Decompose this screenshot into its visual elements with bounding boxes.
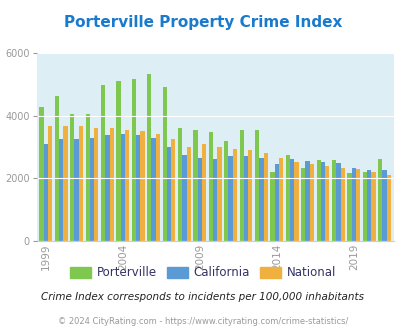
Bar [105, 135, 109, 241]
Bar [362, 172, 366, 241]
Bar [90, 138, 94, 241]
Bar [48, 126, 52, 241]
Bar [177, 128, 182, 241]
Bar [166, 147, 171, 241]
Bar [109, 128, 113, 241]
Bar [289, 159, 294, 241]
Bar [213, 159, 217, 241]
Bar [305, 161, 309, 241]
Bar [224, 141, 228, 241]
Bar [140, 131, 144, 241]
Bar [320, 162, 324, 241]
Bar [247, 150, 252, 241]
Bar [366, 170, 371, 241]
Bar [182, 155, 186, 241]
Bar [74, 139, 79, 241]
Bar [258, 158, 263, 241]
Bar [278, 158, 283, 241]
Bar [136, 135, 140, 241]
Bar [147, 74, 151, 241]
Bar [116, 81, 120, 241]
Bar [59, 139, 63, 241]
Bar [85, 114, 90, 241]
Bar [197, 158, 201, 241]
Bar [156, 134, 160, 241]
Bar [232, 149, 237, 241]
Text: © 2024 CityRating.com - https://www.cityrating.com/crime-statistics/: © 2024 CityRating.com - https://www.city… [58, 317, 347, 326]
Bar [162, 87, 166, 241]
Text: Porterville Property Crime Index: Porterville Property Crime Index [64, 15, 341, 30]
Bar [254, 130, 258, 241]
Bar [340, 168, 344, 241]
Bar [382, 170, 386, 241]
Text: Crime Index corresponds to incidents per 100,000 inhabitants: Crime Index corresponds to incidents per… [41, 292, 364, 302]
Bar [270, 172, 274, 241]
Bar [243, 156, 247, 241]
Bar [294, 162, 298, 241]
Bar [316, 160, 320, 241]
Bar [228, 156, 232, 241]
Bar [79, 126, 83, 241]
Bar [239, 130, 243, 241]
Bar [193, 130, 197, 241]
Bar [208, 132, 213, 241]
Bar [331, 160, 335, 241]
Bar [377, 159, 382, 241]
Bar [351, 168, 355, 241]
Bar [151, 138, 156, 241]
Bar [324, 166, 328, 241]
Bar [285, 155, 289, 241]
Bar [346, 173, 351, 241]
Bar [186, 147, 190, 241]
Bar [355, 169, 359, 241]
Bar [386, 175, 390, 241]
Bar [101, 85, 105, 241]
Bar [301, 168, 305, 241]
Bar [201, 144, 206, 241]
Bar [171, 139, 175, 241]
Legend: Porterville, California, National: Porterville, California, National [65, 262, 340, 284]
Bar [309, 164, 313, 241]
Bar [55, 96, 59, 241]
Bar [70, 114, 74, 241]
Bar [335, 163, 340, 241]
Bar [94, 128, 98, 241]
Bar [120, 134, 125, 241]
Bar [263, 153, 267, 241]
Bar [217, 148, 221, 241]
Bar [371, 172, 375, 241]
Bar [131, 79, 136, 241]
Bar [39, 107, 43, 241]
Bar [63, 126, 68, 241]
Bar [125, 130, 129, 241]
Bar [43, 144, 48, 241]
Bar [274, 164, 278, 241]
